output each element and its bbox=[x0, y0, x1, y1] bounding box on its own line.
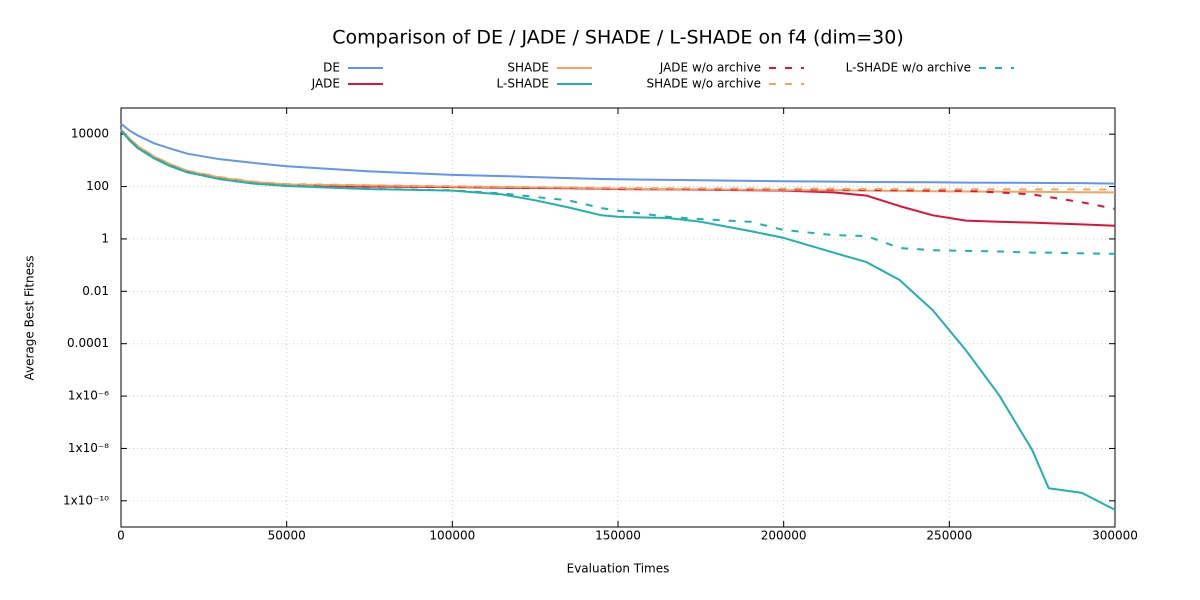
chart-title: Comparison of DE / JADE / SHADE / L-SHAD… bbox=[332, 27, 904, 49]
x-tick-label: 50000 bbox=[268, 529, 306, 543]
x-tick-label: 250000 bbox=[926, 529, 972, 543]
y-tick-label: 1x10⁻⁸ bbox=[68, 441, 109, 455]
x-tick-label: 0 bbox=[117, 529, 125, 543]
x-tick-label: 150000 bbox=[595, 529, 641, 543]
series-line bbox=[120, 128, 1116, 191]
x-axis-label: Evaluation Times bbox=[567, 562, 670, 576]
legend-label: JADE bbox=[311, 77, 340, 91]
y-axis-label: Average Best Fitness bbox=[23, 255, 37, 380]
series-line bbox=[120, 129, 1116, 255]
y-tick-label: 0.0001 bbox=[67, 336, 109, 350]
y-tick-label: 1x10⁻¹⁰ bbox=[63, 493, 109, 507]
y-tick-label: 10000 bbox=[71, 127, 109, 141]
series-line bbox=[120, 123, 1116, 185]
y-tick-label: 1 bbox=[101, 231, 109, 245]
x-tick-label: 100000 bbox=[429, 529, 475, 543]
legend-label: L-SHADE w/o archive bbox=[846, 61, 971, 75]
x-tick-label: 200000 bbox=[761, 529, 807, 543]
legend-label: SHADE w/o archive bbox=[646, 77, 761, 91]
plot-frame bbox=[120, 107, 1116, 528]
x-tick-label: 300000 bbox=[1092, 529, 1138, 543]
legend-label: SHADE bbox=[507, 61, 549, 75]
series-line bbox=[120, 128, 1116, 210]
legend-label: DE bbox=[323, 61, 340, 75]
legend-label: JADE w/o archive bbox=[659, 61, 761, 75]
y-tick-label: 0.01 bbox=[82, 284, 109, 298]
series-line bbox=[120, 129, 1116, 511]
y-tick-label: 1x10⁻⁶ bbox=[68, 389, 109, 403]
y-tick-label: 100 bbox=[86, 179, 109, 193]
legend-label: L-SHADE bbox=[497, 77, 549, 91]
